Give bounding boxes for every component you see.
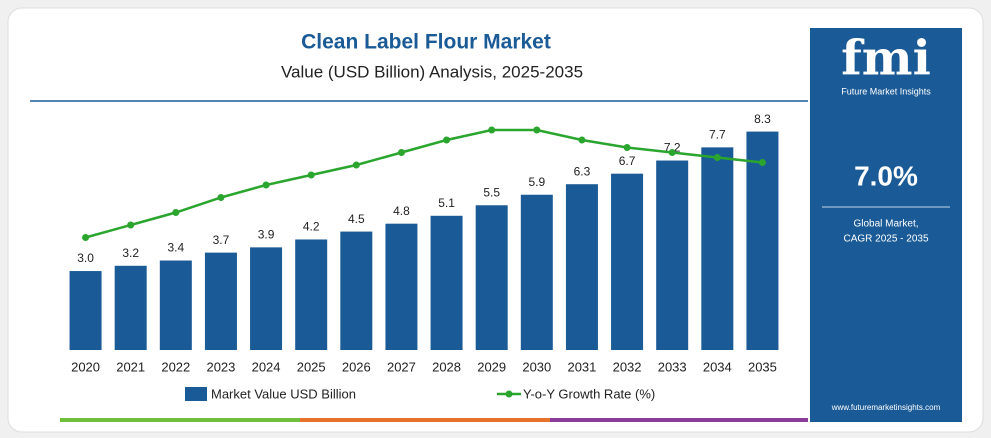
x-tick-label: 2035 [748, 359, 777, 374]
x-tick-label: 2034 [703, 359, 732, 374]
website: www.futuremarketinsights.com [831, 403, 941, 412]
value-label: 5.5 [483, 185, 500, 199]
x-tick-label: 2026 [342, 359, 371, 374]
line-marker [82, 234, 90, 241]
line-marker [352, 161, 360, 169]
bar [340, 231, 373, 350]
x-tick-label: 2027 [387, 359, 416, 374]
bar [565, 184, 598, 350]
x-tick-label: 2032 [613, 359, 642, 374]
line-marker [533, 126, 541, 134]
value-label: 3.9 [258, 228, 275, 242]
logo-caption: Future Market Insights [841, 86, 931, 96]
value-label: 7.7 [709, 128, 726, 142]
growth-line [85, 128, 763, 239]
value-label: 3.7 [213, 233, 230, 247]
bar [701, 147, 734, 350]
line-marker [127, 221, 135, 229]
line-marker [758, 159, 766, 166]
legend-swatch [185, 387, 207, 401]
x-tick-label: 2033 [658, 359, 687, 374]
bar [520, 194, 553, 350]
logo: fmi [841, 31, 931, 87]
cagr-label: CAGR 2025 - 2035 [843, 234, 928, 245]
accent-bar [300, 418, 550, 422]
value-label: 6.3 [574, 164, 591, 178]
x-tick-label: 2025 [297, 359, 326, 374]
legend-label: Y-o-Y Growth Rate (%) [523, 386, 655, 401]
legend-label: Market Value USD Billion [211, 386, 356, 401]
cagr-label: Global Market, [853, 219, 918, 230]
value-label: 3.4 [167, 241, 184, 255]
value-label: 5.9 [528, 175, 545, 189]
x-tick-label: 2020 [71, 359, 100, 374]
line-marker [578, 136, 586, 144]
line-marker [217, 194, 225, 201]
cagr-value: 7.0% [854, 160, 918, 191]
sidebar [810, 28, 962, 422]
value-label: 6.7 [619, 154, 636, 168]
line-marker [668, 149, 676, 156]
value-label: 4.5 [348, 212, 365, 226]
chart-subtitle: Value (USD Billion) Analysis, 2025-2035 [281, 62, 583, 81]
legend-swatch [505, 390, 513, 398]
accent-bar [60, 418, 300, 422]
bar [69, 271, 102, 350]
bar [475, 205, 508, 350]
x-tick-label: 2022 [161, 359, 190, 374]
bar [295, 239, 328, 350]
accent-bar [550, 418, 808, 422]
line-marker [713, 154, 721, 161]
value-label: 3.2 [122, 246, 139, 260]
line-marker [262, 181, 270, 189]
bar [204, 252, 237, 350]
value-label: 5.1 [438, 196, 455, 210]
value-label: 3.0 [77, 251, 94, 265]
line-marker [623, 144, 631, 151]
value-label: 4.8 [393, 204, 410, 218]
value-label: 8.3 [754, 112, 771, 126]
line-marker [397, 149, 405, 156]
bar [385, 223, 418, 350]
bar [159, 260, 192, 350]
x-tick-label: 2021 [116, 359, 145, 374]
x-tick-label: 2024 [252, 359, 281, 374]
bar [114, 265, 147, 350]
line-marker [307, 171, 315, 179]
x-tick-label: 2028 [432, 359, 461, 374]
bar [746, 131, 779, 350]
bar [611, 173, 644, 350]
x-tick-label: 2023 [206, 359, 235, 374]
x-tick-label: 2031 [567, 359, 596, 374]
x-tick-label: 2029 [477, 359, 506, 374]
bar [250, 247, 283, 350]
line-marker [488, 126, 496, 134]
chart-title: Clean Label Flour Market [301, 31, 551, 54]
bar [430, 215, 463, 350]
value-label: 4.2 [303, 220, 320, 234]
x-tick-label: 2030 [522, 359, 551, 374]
line-marker [443, 136, 451, 144]
bar [656, 160, 689, 350]
line-marker [172, 209, 180, 216]
